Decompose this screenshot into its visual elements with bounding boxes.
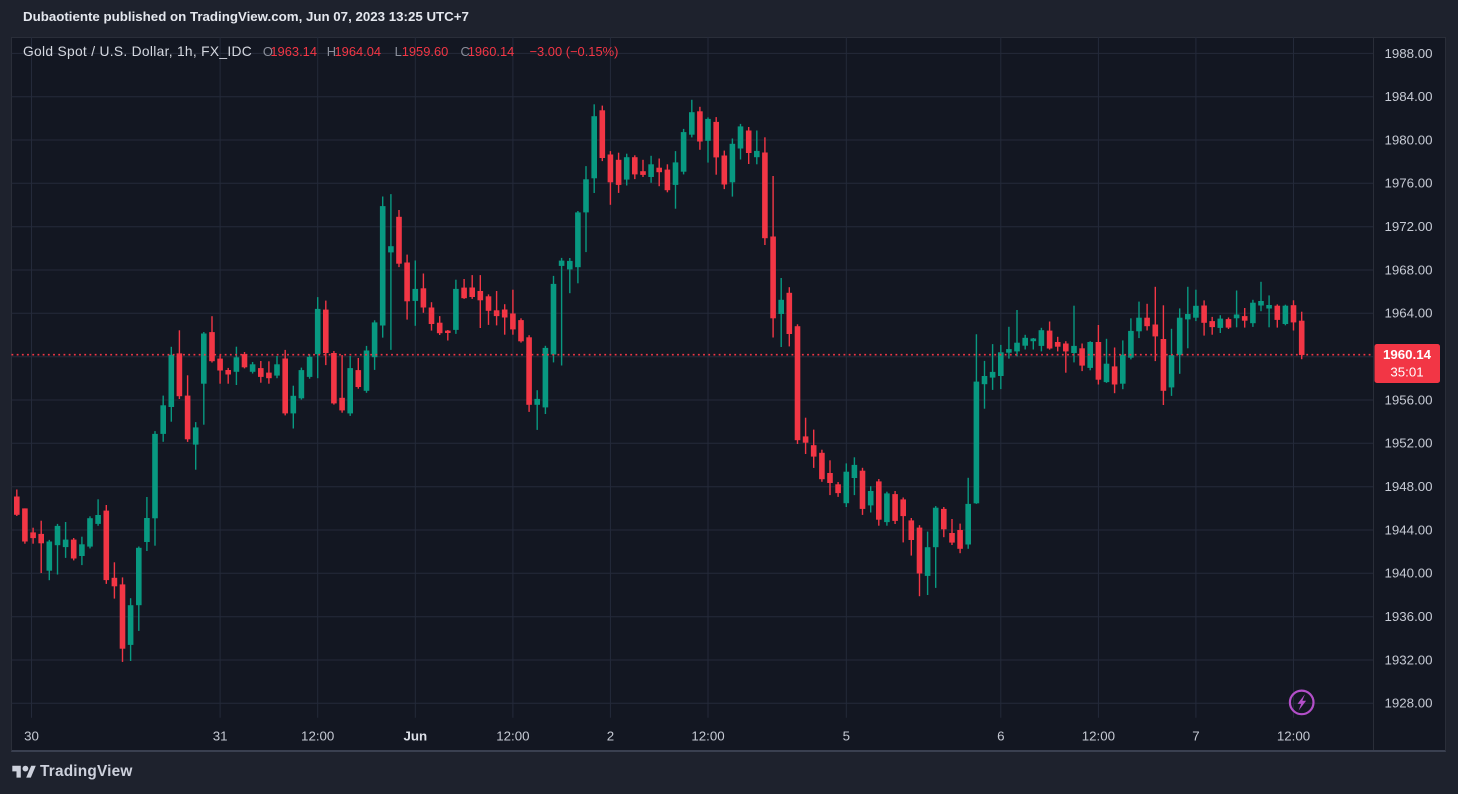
- svg-text:1968.00: 1968.00: [1385, 262, 1433, 277]
- svg-text:1936.00: 1936.00: [1385, 609, 1433, 624]
- svg-text:12:00: 12:00: [691, 728, 724, 743]
- svg-text:1956.00: 1956.00: [1385, 392, 1433, 407]
- svg-text:1932.00: 1932.00: [1385, 652, 1433, 667]
- svg-text:12:00: 12:00: [301, 728, 334, 743]
- svg-text:12:00: 12:00: [496, 728, 529, 743]
- svg-text:Jun: Jun: [403, 728, 427, 743]
- svg-text:1976.00: 1976.00: [1385, 176, 1433, 191]
- svg-text:35:01: 35:01: [1390, 364, 1423, 379]
- svg-text:6: 6: [997, 728, 1004, 743]
- svg-text:7: 7: [1192, 728, 1199, 743]
- svg-text:1948.00: 1948.00: [1385, 479, 1433, 494]
- svg-text:31: 31: [213, 728, 228, 743]
- svg-text:1944.00: 1944.00: [1385, 522, 1433, 537]
- svg-text:1952.00: 1952.00: [1385, 436, 1433, 451]
- svg-text:1972.00: 1972.00: [1385, 219, 1433, 234]
- svg-text:1984.00: 1984.00: [1385, 89, 1433, 104]
- svg-text:1928.00: 1928.00: [1385, 696, 1433, 711]
- svg-text:1964.00: 1964.00: [1385, 306, 1433, 321]
- svg-text:1988.00: 1988.00: [1385, 46, 1433, 61]
- svg-text:1960.14: 1960.14: [1383, 347, 1432, 362]
- svg-text:30: 30: [24, 728, 39, 743]
- svg-text:5: 5: [843, 728, 850, 743]
- svg-text:12:00: 12:00: [1082, 728, 1115, 743]
- svg-text:1980.00: 1980.00: [1385, 132, 1433, 147]
- svg-text:12:00: 12:00: [1277, 728, 1310, 743]
- svg-text:2: 2: [607, 728, 614, 743]
- svg-text:1940.00: 1940.00: [1385, 566, 1433, 581]
